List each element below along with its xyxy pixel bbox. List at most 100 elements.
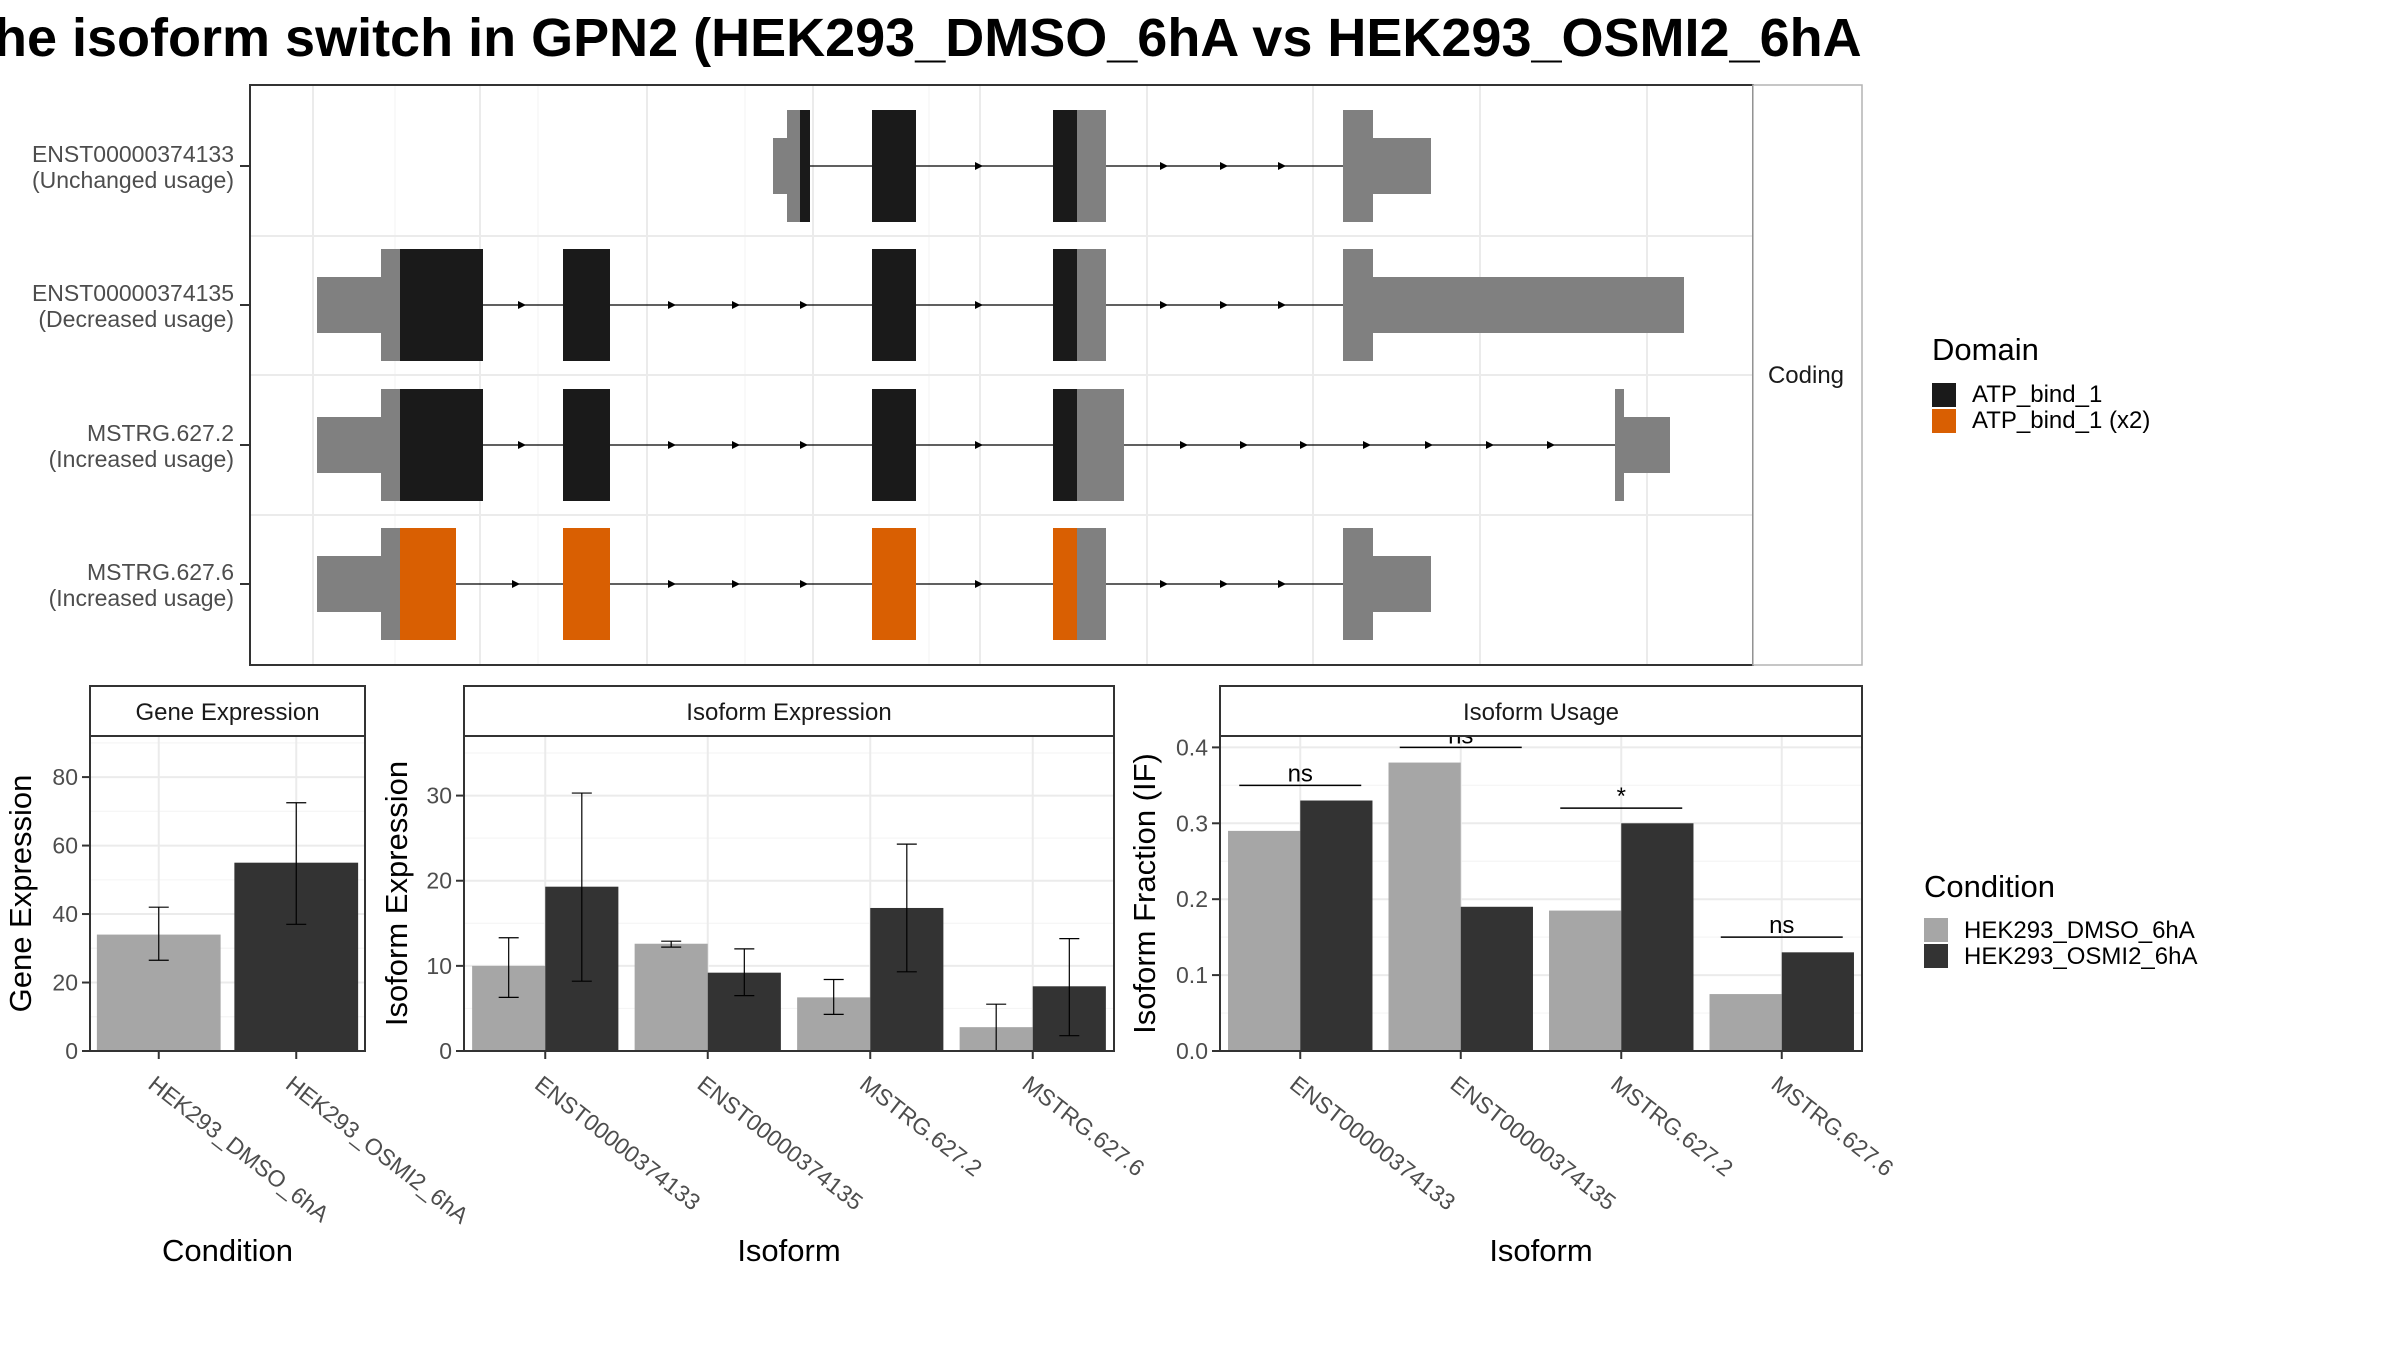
x-tick-label: ENST00000374133 xyxy=(1285,1070,1460,1215)
y-tick-label: 20 xyxy=(52,970,78,996)
exon-block xyxy=(563,528,610,640)
bar xyxy=(1460,906,1533,1051)
intron-arrow xyxy=(1278,162,1286,170)
y-tick-label: 0.0 xyxy=(1176,1038,1208,1064)
exon-block xyxy=(1343,528,1373,640)
y-axis-label: Isoform Expression xyxy=(379,761,414,1026)
intron-arrow xyxy=(1160,580,1168,588)
exon-block xyxy=(317,277,381,333)
isoform-usage-panel: 0.0 0.1 0.2 0.3 0.4 ENST00000374133ENST000003… xyxy=(1127,685,1899,1268)
x-tick-label: ENST00000374135 xyxy=(693,1070,868,1215)
intron-arrow xyxy=(1220,580,1228,588)
transcript-row xyxy=(317,389,1670,501)
exon-block xyxy=(1343,249,1373,361)
bar xyxy=(1781,952,1854,1051)
intron-arrow xyxy=(975,580,983,588)
exon-block xyxy=(381,389,400,501)
exon-block xyxy=(787,110,800,222)
exon-block xyxy=(1053,249,1077,361)
significance-label: ns xyxy=(1288,760,1313,787)
exon-block xyxy=(1053,110,1077,222)
facet-strip xyxy=(89,685,366,737)
y-tick-label: 80 xyxy=(52,764,78,790)
exon-block xyxy=(1373,138,1431,194)
intron-arrow xyxy=(975,162,983,170)
intron-arrow xyxy=(1220,301,1228,309)
y-tick-label: 20 xyxy=(426,868,452,894)
bar xyxy=(634,943,708,1051)
y-tick-label: 10 xyxy=(426,953,452,979)
exon-block xyxy=(381,528,400,640)
exon-block xyxy=(1053,389,1077,501)
y-tick-label: 60 xyxy=(52,833,78,859)
facet-strip xyxy=(463,685,1115,737)
intron-arrow xyxy=(800,580,808,588)
significance-label: ns xyxy=(1769,912,1794,939)
exon-block xyxy=(800,110,810,222)
y-axis-label: Gene Expression xyxy=(3,775,38,1013)
x-axis-label: Isoform xyxy=(1489,1233,1592,1268)
intron-arrow xyxy=(1278,301,1286,309)
exon-block xyxy=(1077,389,1124,501)
intron-arrow xyxy=(732,441,740,449)
intron-arrow xyxy=(800,301,808,309)
x-tick-label: MSTRG.627.6 xyxy=(1767,1070,1899,1181)
x-axis-label: Condition xyxy=(162,1233,293,1268)
transcript-id-label: MSTRG.627.6 xyxy=(87,559,234,585)
transcript-row xyxy=(317,249,1684,361)
exon-block xyxy=(1077,528,1106,640)
transcript-row xyxy=(317,528,1431,640)
transcript-usage-label: (Decreased usage) xyxy=(38,306,234,332)
x-axis-label: Isoform xyxy=(737,1233,840,1268)
domain-legend-title: Domain xyxy=(1932,332,2039,367)
intron-arrow xyxy=(1547,441,1555,449)
y-tick-label: 40 xyxy=(52,901,78,927)
exon-block xyxy=(872,389,916,501)
intron-arrow xyxy=(1486,441,1494,449)
intron-arrow xyxy=(1220,162,1228,170)
transcript-id-label: ENST00000374135 xyxy=(32,280,234,306)
intron-arrow xyxy=(518,301,526,309)
intron-arrow xyxy=(512,580,520,588)
legend-label: ATP_bind_1 (x2) xyxy=(1972,407,2150,434)
legend-key xyxy=(1924,944,1948,968)
isoform-expression-panel: 0102030ENST00000374133ENST00000374135MST… xyxy=(379,685,1150,1268)
exon-block xyxy=(400,249,483,361)
exon-block xyxy=(317,556,381,612)
exon-block xyxy=(1077,249,1106,361)
bar xyxy=(1549,910,1622,1051)
exon-block xyxy=(773,138,787,194)
bar xyxy=(1709,994,1782,1051)
y-tick-label: 0.4 xyxy=(1176,734,1208,760)
facet-label: Isoform Usage xyxy=(1463,699,1619,726)
intron-arrow xyxy=(1240,441,1248,449)
transcript-id-label: MSTRG.627.2 xyxy=(87,420,234,446)
intron-arrow xyxy=(800,441,808,449)
exon-block xyxy=(1624,417,1670,473)
intron-arrow xyxy=(975,441,983,449)
legend-label: HEK293_OSMI2_6hA xyxy=(1964,943,2197,970)
intron-arrow xyxy=(1160,162,1168,170)
y-tick-label: 0.3 xyxy=(1176,810,1208,836)
legend-label: HEK293_DMSO_6hA xyxy=(1964,917,2195,944)
intron-arrow xyxy=(668,580,676,588)
intron-arrow xyxy=(1300,441,1308,449)
y-tick-label: 0.1 xyxy=(1176,962,1208,988)
exon-block xyxy=(563,249,610,361)
y-tick-label: 30 xyxy=(426,783,452,809)
intron-arrow xyxy=(732,301,740,309)
exon-block xyxy=(1615,389,1624,501)
significance-label: * xyxy=(1617,783,1626,810)
facet-label: Isoform Expression xyxy=(686,699,891,726)
exon-block xyxy=(1053,528,1077,640)
x-tick-label: MSTRG.627.6 xyxy=(1018,1070,1150,1181)
intron-arrow xyxy=(668,301,676,309)
legend-key xyxy=(1932,383,1956,407)
legend-label: ATP_bind_1 xyxy=(1972,381,2102,408)
exon-block xyxy=(872,249,916,361)
x-tick-label: MSTRG.627.2 xyxy=(855,1070,987,1181)
intron-arrow xyxy=(668,441,676,449)
exon-block xyxy=(872,528,916,640)
legend-key xyxy=(1932,409,1956,433)
